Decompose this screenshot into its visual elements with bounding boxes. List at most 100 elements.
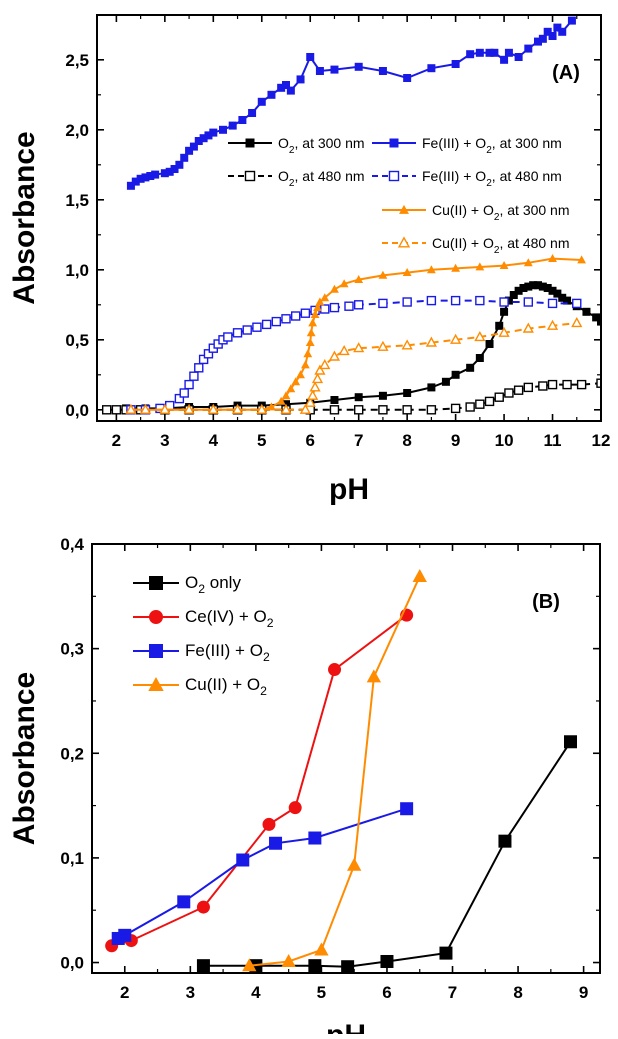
legend-label: O2, at 300 nm [278, 135, 365, 156]
data-point [281, 314, 291, 324]
data-point [450, 403, 461, 414]
data-point [175, 160, 184, 169]
data-point [177, 895, 191, 909]
data-point [242, 958, 257, 972]
data-point [474, 330, 486, 342]
y-tick-label: 0,0 [65, 401, 89, 420]
data-point [299, 403, 311, 414]
data-point [252, 322, 262, 332]
data-point [509, 291, 518, 299]
series-3 [126, 295, 582, 415]
data-point [231, 403, 244, 414]
data-point [523, 258, 533, 267]
data-point [353, 405, 364, 415]
data-point [354, 62, 363, 71]
x-tick-label: 6 [382, 983, 391, 1002]
data-point [553, 23, 562, 32]
data-point [180, 153, 189, 162]
legend-marker [149, 576, 163, 590]
data-point [426, 405, 437, 415]
series-line [117, 807, 407, 940]
data-point [296, 75, 305, 84]
data-point [380, 954, 394, 968]
data-point [547, 298, 558, 309]
x-tick-label: 10 [495, 431, 514, 450]
data-point [499, 261, 509, 269]
data-point [286, 384, 296, 393]
data-point [267, 402, 276, 411]
series-line [203, 741, 572, 968]
data-point [281, 954, 296, 968]
data-point [141, 173, 150, 182]
data-point [194, 363, 204, 373]
data-point [282, 81, 290, 89]
data-point [204, 131, 213, 140]
data-point [543, 27, 552, 36]
data-point [543, 284, 552, 292]
legend-label: Ce(IV) + O2 [185, 607, 274, 630]
data-point [564, 735, 578, 749]
data-point [304, 396, 316, 407]
data-point [296, 370, 305, 379]
data-point [494, 392, 504, 402]
y-tick-label: 0,3 [60, 640, 84, 659]
data-point [563, 296, 572, 305]
data-point [534, 281, 542, 290]
data-point [504, 388, 514, 398]
data-point [344, 301, 354, 311]
data-point [402, 297, 412, 307]
data-point [347, 857, 362, 871]
data-point [280, 403, 292, 414]
data-point [547, 379, 558, 390]
y-tick-label: 0,0 [60, 954, 84, 973]
legend-marker [149, 644, 163, 658]
data-point [228, 121, 237, 130]
data-point [378, 391, 387, 400]
data-point [223, 332, 233, 342]
x-tick-label: 4 [209, 431, 219, 450]
y-tick-label: 0,5 [65, 331, 89, 350]
series-5 [125, 316, 583, 414]
legend-entry: Cu(II) + O2 [133, 675, 267, 698]
data-point [328, 350, 341, 361]
x-tick-label: 4 [251, 983, 261, 1002]
data-point [139, 403, 152, 414]
series-0 [196, 735, 578, 973]
data-point [111, 405, 122, 415]
data-point [308, 831, 322, 845]
plot-area [101, 16, 601, 415]
series-line [249, 575, 421, 967]
x-tick-label: 9 [451, 431, 460, 450]
legend-entry: Fe(III) + O2, at 300 nm [372, 135, 562, 156]
data-point [174, 393, 185, 404]
data-point [523, 297, 534, 307]
data-point [170, 165, 179, 173]
data-point [288, 801, 302, 815]
data-point [538, 282, 547, 291]
data-point [425, 336, 437, 347]
data-point [577, 255, 587, 264]
data-point [198, 354, 209, 365]
data-point [290, 311, 301, 321]
data-point [125, 403, 137, 414]
data-point [576, 379, 587, 390]
data-point [330, 65, 339, 74]
x-tick-label: 3 [160, 431, 169, 450]
x-tick-label: 7 [448, 983, 457, 1002]
data-point [338, 344, 350, 356]
data-point [450, 333, 462, 344]
data-point [300, 308, 311, 318]
panel-a: 2 3 4 5 6 7 8 9 10 11 12 0,0 0,5 1,0 1,5 2,0 2,5 pH Absorb… [8, 14, 610, 506]
data-point [236, 853, 250, 867]
data-point [524, 282, 533, 291]
series-line [130, 19, 573, 187]
y-tick-label: 1,0 [65, 261, 89, 280]
x-tick-label: 11 [544, 431, 562, 450]
data-point [305, 338, 315, 346]
data-point [353, 342, 365, 353]
data-point [320, 304, 330, 314]
data-point [185, 146, 194, 155]
legend-marker [397, 236, 411, 248]
legend-entry: Cu(II) + O2, at 480 nm [382, 235, 570, 256]
